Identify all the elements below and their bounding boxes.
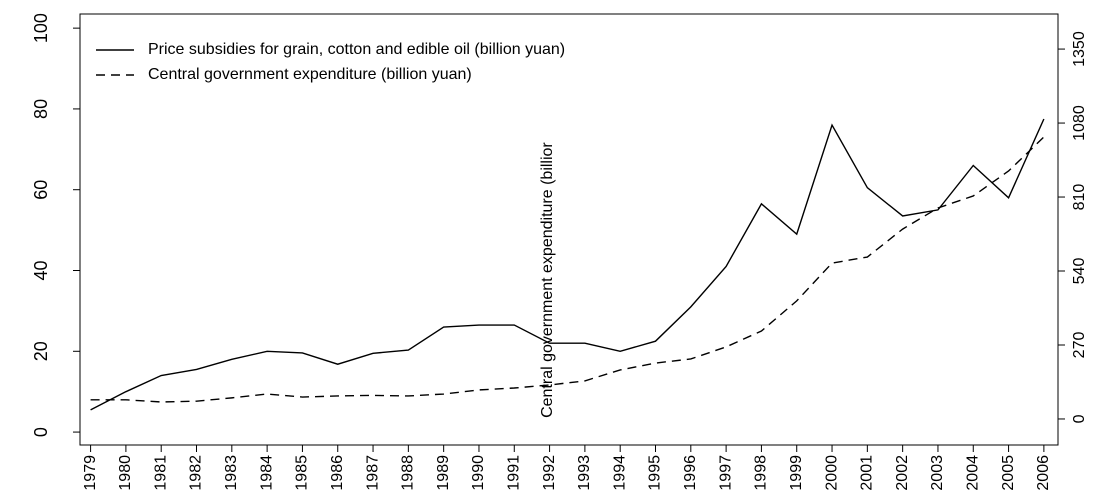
y2-tick-label: 1080 xyxy=(1071,105,1088,141)
x-tick-label: 1989 xyxy=(435,455,452,490)
y-tick-label: 20 xyxy=(31,341,51,361)
x-tick-label: 1982 xyxy=(188,455,205,490)
y-tick-label: 80 xyxy=(31,99,51,119)
y-tick-label: 100 xyxy=(31,13,51,43)
x-tick-label: 1991 xyxy=(505,455,522,490)
x-tick-label: 1997 xyxy=(717,455,734,490)
y2-tick-label: 0 xyxy=(1071,414,1088,423)
x-tick-label: 1996 xyxy=(682,455,699,490)
x-tick-label: 1983 xyxy=(223,455,240,490)
x-tick-label: 2006 xyxy=(1035,455,1052,490)
legend-label: Price subsidies for grain, cotton and ed… xyxy=(148,41,565,58)
y-tick-label: 0 xyxy=(31,427,51,437)
legend-label: Central government expenditure (billion … xyxy=(148,66,472,83)
x-tick-label: 1995 xyxy=(647,455,664,490)
x-tick-label: 2004 xyxy=(964,455,981,490)
x-tick-label: 2005 xyxy=(1000,455,1017,490)
x-tick-label: 1986 xyxy=(329,455,346,490)
y2-tick-label: 1350 xyxy=(1071,31,1088,67)
x-tick-label: 1992 xyxy=(541,455,558,490)
x-tick-label: 1993 xyxy=(576,455,593,490)
y2-tick-label: 540 xyxy=(1071,258,1088,285)
y2-tick-label: 270 xyxy=(1071,332,1088,359)
x-tick-label: 1979 xyxy=(82,455,99,490)
x-tick-label: 1984 xyxy=(258,455,275,490)
annotation: Central government expenditure (billior xyxy=(539,142,556,418)
y-tick-label: 60 xyxy=(31,180,51,200)
x-tick-label: 1987 xyxy=(364,455,381,490)
plot-frame xyxy=(79,13,1059,446)
y2-tick-label: 810 xyxy=(1071,184,1088,211)
x-tick-label: 1999 xyxy=(788,455,805,490)
x-tick-label: 1998 xyxy=(753,455,770,490)
x-tick-label: 2000 xyxy=(823,455,840,490)
x-tick-label: 1980 xyxy=(117,455,134,490)
series-line xyxy=(90,136,1045,403)
series-line xyxy=(90,118,1045,411)
x-tick-label: 1994 xyxy=(611,455,628,490)
x-tick-label: 1988 xyxy=(400,455,417,490)
x-tick-label: 1981 xyxy=(152,455,169,490)
x-tick-label: 2003 xyxy=(929,455,946,490)
x-tick-label: 1990 xyxy=(470,455,487,490)
x-tick-label: 2001 xyxy=(859,455,876,490)
y-tick-label: 40 xyxy=(31,260,51,280)
x-tick-label: 1985 xyxy=(294,455,311,490)
x-tick-label: 2002 xyxy=(894,455,911,490)
